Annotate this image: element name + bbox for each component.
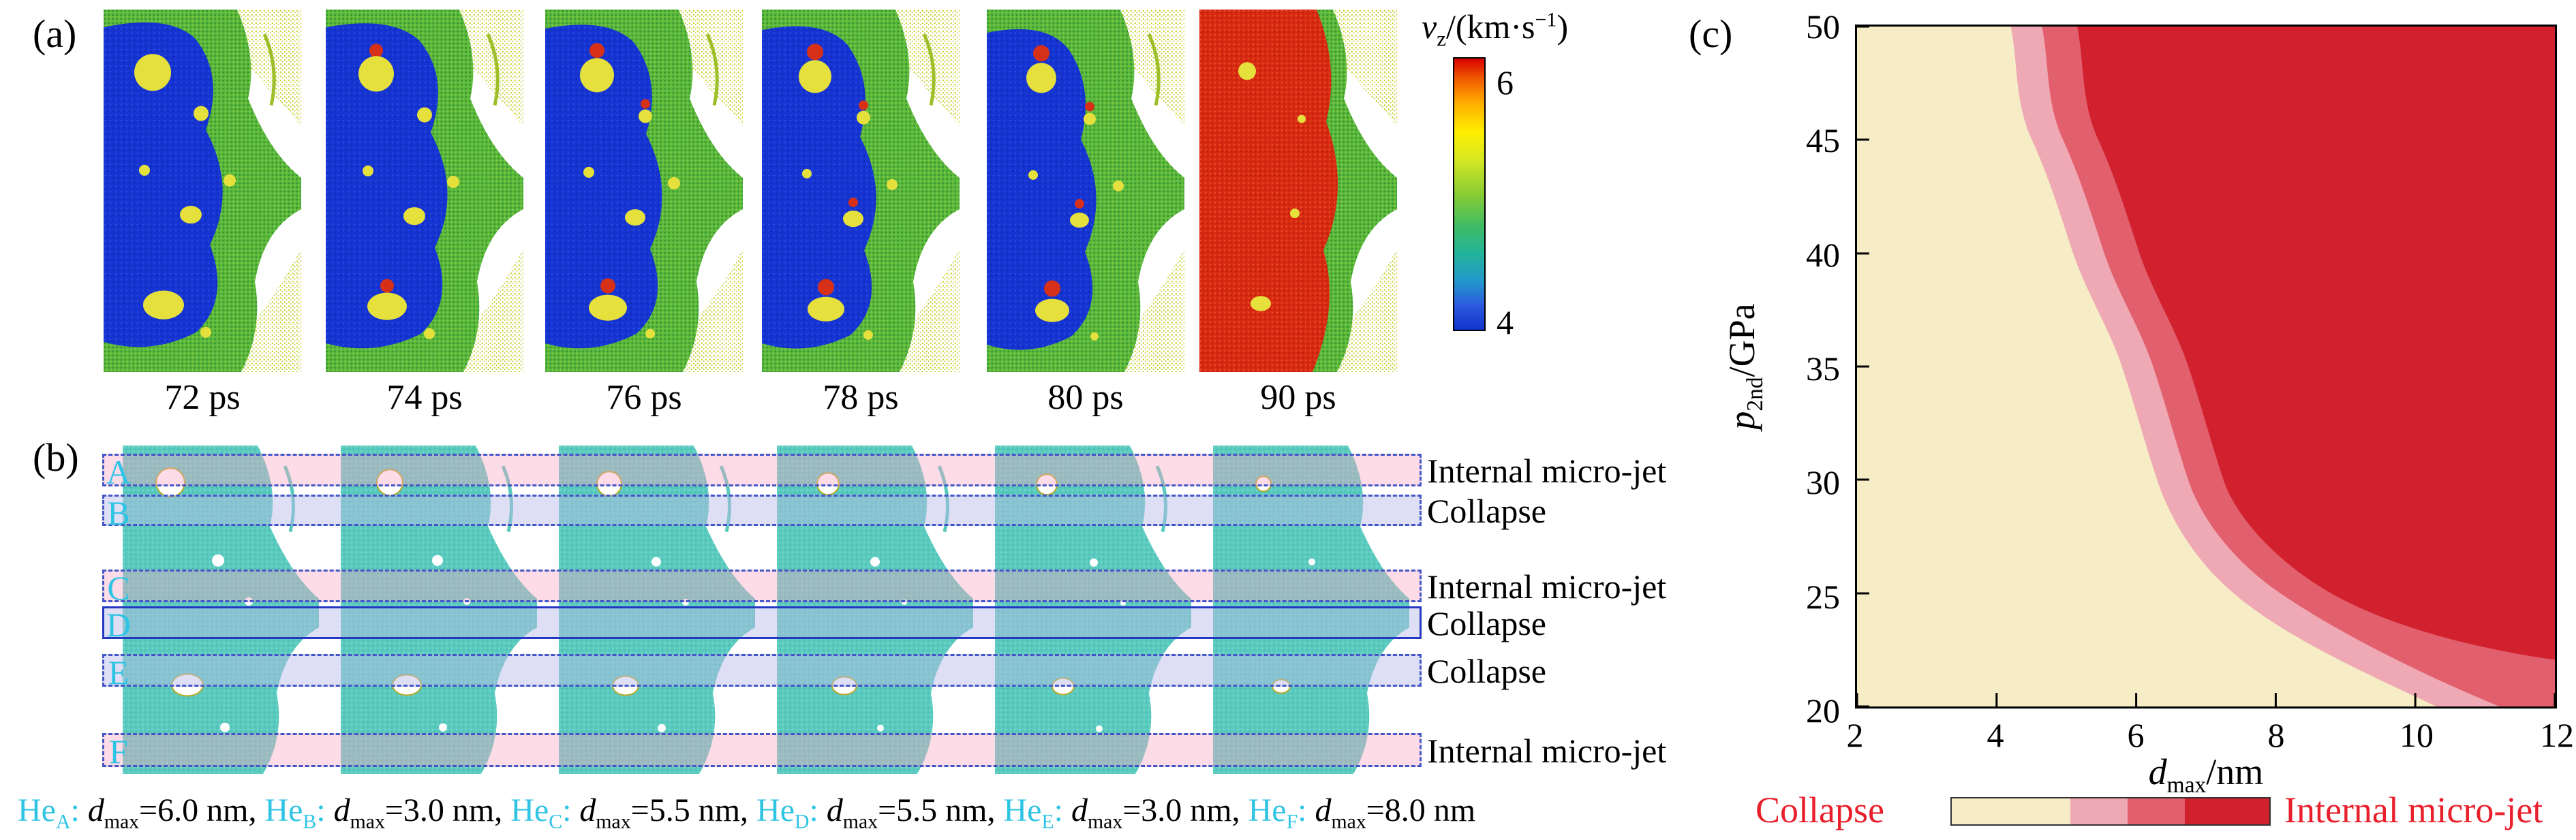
y-tick-30: 30	[1806, 463, 1840, 501]
snapshot-frame-5	[995, 446, 1191, 774]
time-label-4: 78 ps	[823, 378, 899, 417]
row-letter-E: E	[108, 653, 129, 691]
row-letter-A: A	[106, 453, 132, 491]
sim-frame-76ps	[545, 10, 743, 372]
legend-jet-label: Internal micro-jet	[2284, 790, 2543, 830]
row-category-label-C: Internal micro-jet	[1427, 567, 1667, 606]
row-band-C	[102, 570, 1422, 602]
row-category-label-F: Internal micro-jet	[1427, 732, 1667, 770]
row-letter-D: D	[106, 606, 132, 644]
row-category-label-E: Collapse	[1427, 652, 1546, 690]
snapshot-frame-6	[1213, 446, 1409, 774]
row-band-A	[102, 454, 1422, 486]
sim-frame-78ps	[762, 10, 960, 372]
row-category-label-D: Collapse	[1427, 604, 1546, 642]
snapshot-frame-2	[341, 446, 537, 774]
colorbar-title: vz/(km·s−1)	[1422, 7, 1569, 50]
row-category-label-A: Internal micro-jet	[1427, 452, 1667, 490]
snapshot-frame-3	[559, 446, 755, 774]
row-letter-C: C	[107, 569, 130, 607]
colorbar-max-tick: 6	[1497, 63, 1514, 102]
time-label-6: 90 ps	[1260, 378, 1336, 417]
row-category-label-B: Collapse	[1427, 492, 1546, 530]
yaxis-label: p2nd/GPa	[1721, 303, 1768, 430]
legend-swatch	[1950, 797, 2271, 826]
legend-collapse-label: Collapse	[1755, 790, 1884, 830]
x-tick-2: 2	[1846, 716, 1864, 754]
panel-b-label: (b)	[33, 435, 79, 480]
time-label-3: 76 ps	[606, 378, 682, 417]
colorbar-min-tick: 4	[1497, 303, 1514, 341]
row-letter-F: F	[109, 732, 128, 771]
x-tick-6: 6	[2127, 716, 2145, 754]
time-label-1: 72 ps	[164, 378, 241, 417]
y-tick-45: 45	[1806, 121, 1840, 159]
y-tick-35: 35	[1806, 349, 1840, 388]
row-letter-B: B	[107, 494, 130, 532]
legend-swatch-band1	[2070, 798, 2128, 824]
legend-swatch-collapse	[1952, 798, 2070, 824]
y-tick-20: 20	[1806, 691, 1840, 730]
y-tick-40: 40	[1806, 236, 1840, 274]
sim-frame-72ps	[104, 10, 301, 372]
x-tick-12: 12	[2540, 716, 2574, 754]
row-band-E	[102, 654, 1422, 687]
panel-c-label: (c)	[1689, 12, 1733, 56]
x-tick-8: 8	[2267, 716, 2285, 754]
snapshot-frame-4	[777, 446, 973, 774]
phase-plot-svg	[1857, 27, 2555, 706]
sim-frame-90ps	[1199, 10, 1397, 372]
y-tick-25: 25	[1806, 578, 1840, 616]
row-band-D	[102, 606, 1422, 639]
time-label-5: 80 ps	[1047, 378, 1124, 417]
velocity-colorbar	[1453, 57, 1486, 331]
x-tick-4: 4	[1987, 716, 2004, 754]
y-tick-50: 50	[1806, 7, 1840, 46]
x-tick-10: 10	[2399, 716, 2434, 754]
sim-frame-80ps	[987, 10, 1184, 372]
legend-swatch-jet	[2185, 798, 2270, 824]
panel-a-label: (a)	[33, 12, 77, 56]
time-label-2: 74 ps	[386, 378, 463, 417]
xaxis-label: dmax/nm	[2148, 751, 2264, 798]
panel-b-caption: HeA: dmax=6.0 nm, HeB: dmax=3.0 nm, HeC:…	[18, 792, 1476, 833]
legend-swatch-band2	[2127, 798, 2186, 824]
phase-diagram	[1855, 25, 2557, 709]
row-band-F	[102, 733, 1422, 767]
row-band-B	[102, 495, 1422, 526]
snapshot-frame-1	[123, 446, 319, 774]
sim-frame-74ps	[326, 10, 523, 372]
